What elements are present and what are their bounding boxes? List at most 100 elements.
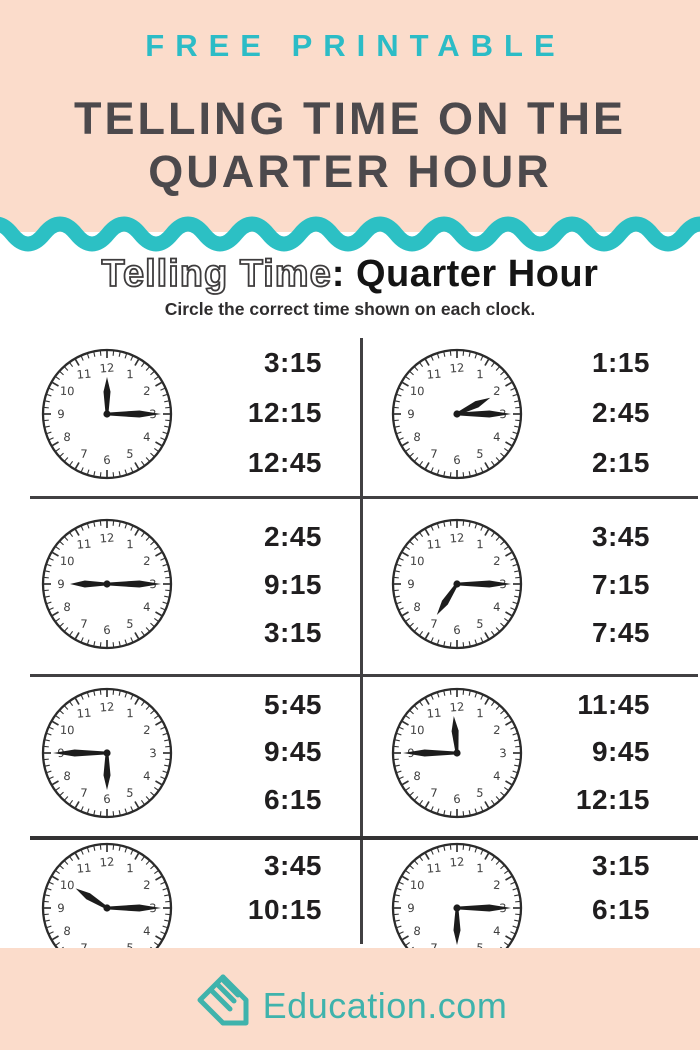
time-option: 1:15 (591, 347, 650, 378)
clock-numeral: 2 (493, 554, 501, 568)
clock-face: 121234567891011 (41, 348, 173, 480)
clock-numeral: 12 (449, 699, 465, 714)
time-option: 6:15 (591, 894, 650, 925)
clock-numeral: 9 (57, 407, 65, 421)
column-divider-line (360, 338, 363, 944)
worksheet-instructions: Circle the correct time shown on each cl… (164, 299, 536, 319)
clock-numeral: 7 (80, 617, 88, 631)
clock-numeral: 1 (126, 861, 134, 875)
clock-numeral: 2 (493, 878, 501, 892)
clock-numeral: 9 (407, 577, 415, 591)
time-option: 12:15 (575, 784, 650, 815)
time-option: 2:15 (591, 447, 650, 478)
clock-numeral: 8 (63, 600, 72, 615)
clock-numeral: 11 (76, 861, 92, 876)
clock-numeral: 9 (407, 407, 415, 421)
clock-numeral: 10 (410, 384, 425, 399)
clock-numeral: 4 (143, 430, 150, 444)
clock-numeral: 9 (407, 901, 415, 915)
clock-numeral: 4 (143, 600, 150, 614)
brand-name: Education.com (262, 985, 508, 1026)
clock-face: 121234567891011 (391, 687, 523, 819)
clock-face: 121234567891011 (391, 842, 523, 974)
time-option: 3:45 (263, 850, 322, 881)
clock-numeral: 4 (493, 430, 500, 444)
clock-numeral: 1 (126, 706, 134, 720)
worksheet-title-outline: Telling Time (101, 253, 332, 295)
clock-numeral: 2 (143, 878, 151, 892)
clock-numeral: 5 (126, 447, 134, 461)
time-option: 10:15 (247, 894, 322, 925)
clock-numeral: 8 (413, 430, 422, 445)
clock-numeral: 6 (453, 623, 461, 637)
clock-face: 121234567891011 (391, 348, 523, 480)
clock-numeral: 8 (413, 924, 422, 939)
clock-numeral: 12 (99, 699, 115, 714)
clock-numeral: 3 (149, 746, 157, 760)
clock-numeral: 6 (453, 453, 461, 467)
clock-numeral: 12 (99, 854, 115, 869)
time-option: 7:45 (591, 617, 650, 648)
clock-numeral: 11 (426, 367, 442, 382)
clock-numeral: 8 (63, 769, 72, 784)
clock-numeral: 6 (103, 453, 111, 467)
clock-face: 121234567891011 (41, 687, 173, 819)
clock-numeral: 7 (80, 447, 88, 461)
clock-numeral: 2 (143, 384, 151, 398)
wave-divider (0, 216, 700, 252)
time-option: 3:45 (591, 521, 650, 552)
clock-numeral: 12 (449, 360, 465, 375)
banner-title: TELLING TIME ON THE QUARTER HOUR (74, 93, 626, 198)
footer: Education.com (0, 948, 700, 1050)
clock-numeral: 4 (143, 924, 150, 938)
time-option: 3:15 (263, 617, 322, 648)
clock-numeral: 11 (426, 861, 442, 876)
clock-numeral: 6 (103, 623, 111, 637)
time-option: 9:45 (263, 736, 322, 767)
clock-numeral: 10 (60, 554, 75, 569)
clock-numeral: 5 (476, 786, 484, 800)
clock-numeral: 10 (60, 723, 75, 738)
worksheet-title-bold: : Quarter Hour (331, 253, 599, 295)
clock-face: 121234567891011 (391, 518, 523, 650)
clock-numeral: 2 (143, 723, 151, 737)
clock-numeral: 8 (63, 430, 72, 445)
clock-numeral: 5 (126, 941, 134, 955)
clock-numeral: 3 (499, 746, 507, 760)
clock-face: 121234567891011 (41, 842, 173, 974)
time-option: 3:15 (591, 850, 650, 881)
clock-numeral: 1 (476, 861, 484, 875)
clock-numeral: 2 (493, 723, 501, 737)
clock-numeral: 4 (493, 600, 500, 614)
clock-numeral: 12 (99, 360, 115, 375)
clock-numeral: 11 (426, 706, 442, 721)
clock-numeral: 11 (76, 537, 92, 552)
clock-numeral: 5 (476, 617, 484, 631)
education-logo: Education.com (0, 948, 700, 1050)
clock-numeral: 1 (126, 367, 134, 381)
clock-numeral: 1 (126, 537, 134, 551)
time-option: 7:15 (591, 569, 650, 600)
clock-numeral: 5 (476, 941, 484, 955)
clock-numeral: 10 (60, 878, 75, 893)
clock-numeral: 1 (476, 706, 484, 720)
free-printable-label: FREE PRINTABLE (145, 28, 566, 63)
row-divider-line (30, 496, 698, 499)
time-option: 2:45 (591, 397, 650, 428)
clock-numeral: 9 (57, 577, 65, 591)
clock-numeral: 1 (476, 367, 484, 381)
clock-numeral: 8 (413, 769, 422, 784)
clock-numeral: 8 (413, 600, 422, 615)
time-option: 2:45 (263, 521, 322, 552)
clock-numeral: 2 (493, 384, 501, 398)
clock-numeral: 12 (449, 854, 465, 869)
clock-numeral: 1 (476, 537, 484, 551)
clock-numeral: 5 (126, 617, 134, 631)
clock-numeral: 4 (493, 924, 500, 938)
clock-numeral: 11 (426, 537, 442, 552)
time-option: 11:45 (577, 689, 650, 720)
clock-numeral: 10 (410, 554, 425, 569)
worksheet-title: Telling Time: Quarter Hour (0, 253, 700, 295)
